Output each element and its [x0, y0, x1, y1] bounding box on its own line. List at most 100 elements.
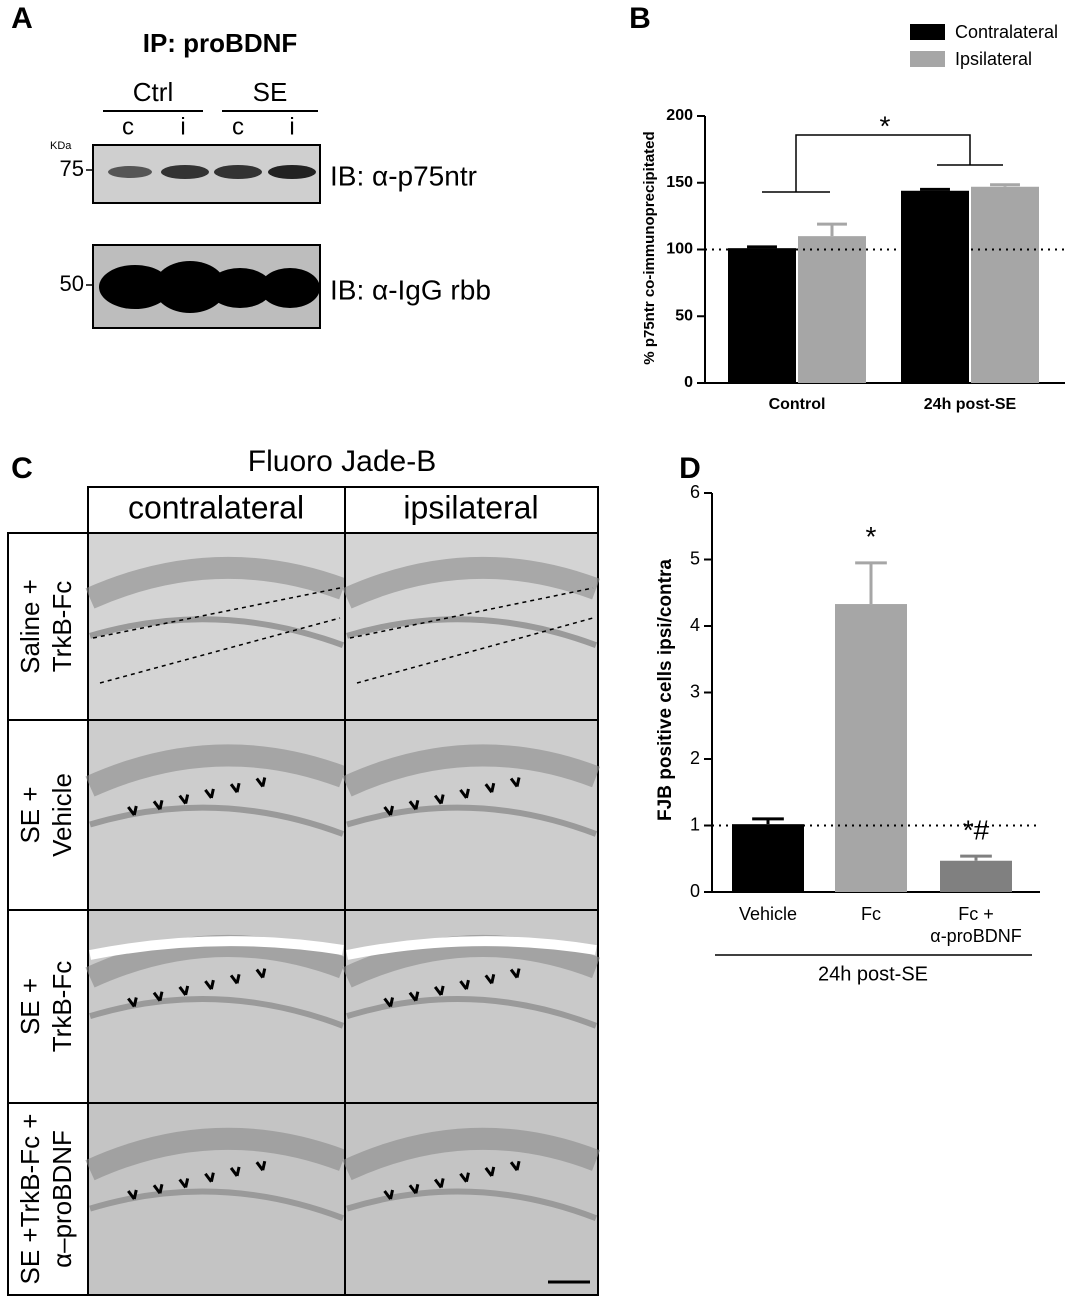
y-label-group: % p75ntr co-immunoprecipitated [641, 131, 658, 364]
band [108, 166, 152, 178]
arrow [509, 777, 521, 788]
lane-label: i [180, 113, 185, 140]
y-tick-label: 6 [690, 482, 700, 502]
lane-label: i [289, 113, 294, 140]
row-label: SE +TrkB-Fc +α–proBDNF [15, 1114, 77, 1285]
y-tick-label: 50 [675, 307, 693, 324]
bar [901, 190, 969, 383]
panel-label: B [629, 2, 651, 35]
lane-label: c [232, 113, 244, 140]
legend-label: Ipsilateral [955, 49, 1032, 69]
tissue-layer [89, 1188, 345, 1222]
error-bar [960, 854, 992, 861]
arrow [178, 985, 190, 996]
y-tick-label: 2 [690, 748, 700, 768]
arrow [459, 1172, 470, 1183]
bar [732, 824, 804, 892]
error-bar [747, 245, 777, 249]
tissue-band [85, 1127, 347, 1181]
blot-title: IP: proBDNF [143, 28, 298, 58]
unit-label: KDa [50, 140, 72, 152]
group-label: SE [253, 77, 288, 107]
tissue-layer [89, 996, 345, 1029]
arrow [408, 799, 420, 811]
annotation: *# [963, 814, 990, 845]
bar [940, 860, 1012, 892]
arrow [459, 788, 470, 799]
arrow [152, 1183, 164, 1195]
dotted-outline [349, 587, 594, 684]
arrow [178, 1178, 190, 1189]
row-label: Saline +TrkB-Fc [15, 579, 77, 674]
arrow [383, 997, 395, 1008]
arrow [484, 974, 496, 985]
significance-bracket [762, 134, 1003, 193]
arrow [433, 1178, 445, 1189]
arrow [229, 974, 241, 985]
arrow [255, 777, 267, 788]
error-bar [817, 222, 847, 237]
legend-label: Contralateral [955, 22, 1058, 42]
error-bar [990, 183, 1020, 187]
panel-label: C [11, 452, 33, 485]
row-label: SE +Vehicle [15, 773, 77, 857]
tissue-gap [346, 936, 597, 960]
row-label: SE +TrkB-Fc [15, 961, 77, 1052]
tissue-layer [346, 804, 598, 837]
y-tick-label: 4 [690, 615, 700, 635]
tissue-band [85, 556, 347, 609]
arrow [152, 799, 164, 811]
y-axis-label: % p75ntr co-immunoprecipitated [641, 131, 658, 364]
arrow [127, 997, 138, 1008]
y-tick-label: 0 [690, 881, 700, 901]
tissue-layer [346, 1188, 598, 1221]
x-axis-label: 24h post-SE [818, 963, 928, 985]
band [208, 268, 272, 308]
marker-label: 50 [60, 271, 84, 296]
arrow [152, 991, 164, 1002]
row-label-group: SE +TrkB-Fc +α–proBDNF [15, 1114, 77, 1285]
x-tick-label: Control [769, 396, 826, 413]
arrow [255, 968, 267, 979]
arrow [229, 1166, 241, 1177]
column-label: ipsilateral [403, 489, 538, 525]
tissue-band [342, 1127, 600, 1181]
tissue-band [85, 934, 347, 988]
arrow [509, 1160, 521, 1172]
error-bar [855, 561, 887, 605]
arrow [459, 979, 470, 991]
y-tick-label: 200 [666, 107, 693, 124]
arrow [408, 991, 420, 1002]
error-bar [752, 817, 784, 825]
x-tick-label: 24h post-SE [924, 396, 1017, 413]
panel-title: Fluoro Jade-B [248, 445, 436, 478]
blot-label: IB: α-IgG rbb [330, 274, 491, 305]
arrow [433, 985, 445, 996]
arrow [178, 794, 190, 805]
blot-label: IB: α-p75ntr [330, 160, 477, 191]
y-tick-label: 5 [690, 548, 700, 568]
arrow [383, 1189, 395, 1200]
panel-a [86, 110, 321, 329]
tissue-layer [89, 616, 345, 649]
group-label: Ctrl [133, 77, 173, 107]
arrow [484, 1166, 496, 1177]
lane-label: c [122, 113, 134, 140]
arrow [204, 979, 215, 991]
arrow [433, 794, 445, 805]
x-tick-label: Fc [861, 904, 881, 924]
x-tick-label: Vehicle [739, 904, 797, 924]
bar [971, 186, 1039, 383]
dotted-outline [92, 587, 341, 684]
tissue-band [85, 744, 347, 797]
y-tick-label: 0 [684, 374, 693, 391]
axes [711, 493, 1040, 893]
y-axis-label: FJB positive cells ipsi/contra [655, 559, 676, 821]
tissue-gap [89, 936, 344, 960]
arrow [408, 1183, 420, 1195]
y-tick-label: 150 [666, 174, 693, 191]
band [99, 265, 171, 309]
panel-label: A [11, 2, 33, 35]
arrow [229, 782, 241, 794]
